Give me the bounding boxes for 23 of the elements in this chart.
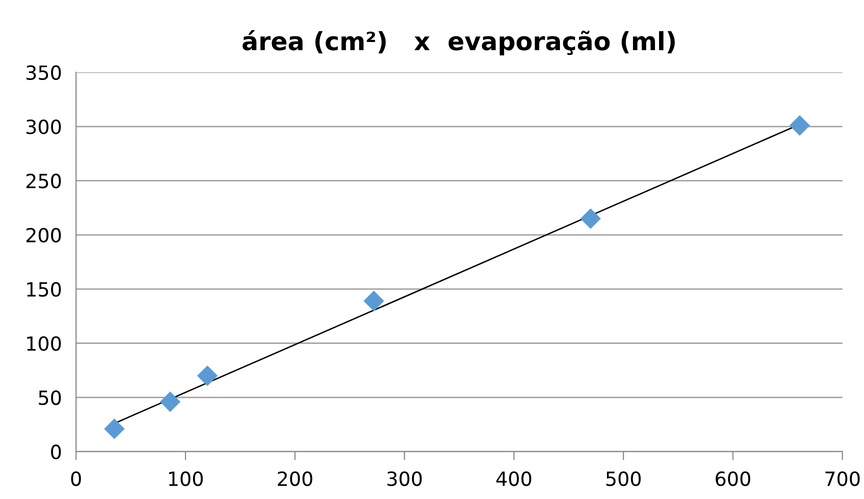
y-tick-label: 50: [38, 390, 61, 406]
x-tick-label: 600: [716, 471, 750, 486]
x-tick-label: 100: [169, 471, 203, 486]
y-tick-label: 350: [26, 65, 61, 80]
point: [160, 391, 180, 412]
x-tick-label: 200: [278, 471, 312, 486]
point: [364, 290, 384, 312]
point: [789, 115, 810, 136]
y-tick-label: 250: [26, 174, 61, 188]
y-tick-label: 150: [27, 282, 61, 297]
y-tick-label: 300: [26, 119, 61, 134]
y-tick-label: 200: [26, 228, 61, 243]
point: [580, 208, 601, 229]
y-tick-label: 0: [51, 444, 61, 460]
point: [104, 418, 125, 440]
y-tick-label: 100: [27, 336, 61, 351]
x-tick-label: 300: [387, 471, 422, 486]
x-tick-label: 500: [606, 471, 641, 486]
x-tick-label: 0: [71, 471, 81, 486]
x-tick-label: 700: [825, 471, 860, 486]
chart-title: área (cm²) x evaporação (ml): [242, 30, 675, 56]
point: [197, 365, 218, 386]
x-tick-label: 400: [496, 471, 532, 486]
